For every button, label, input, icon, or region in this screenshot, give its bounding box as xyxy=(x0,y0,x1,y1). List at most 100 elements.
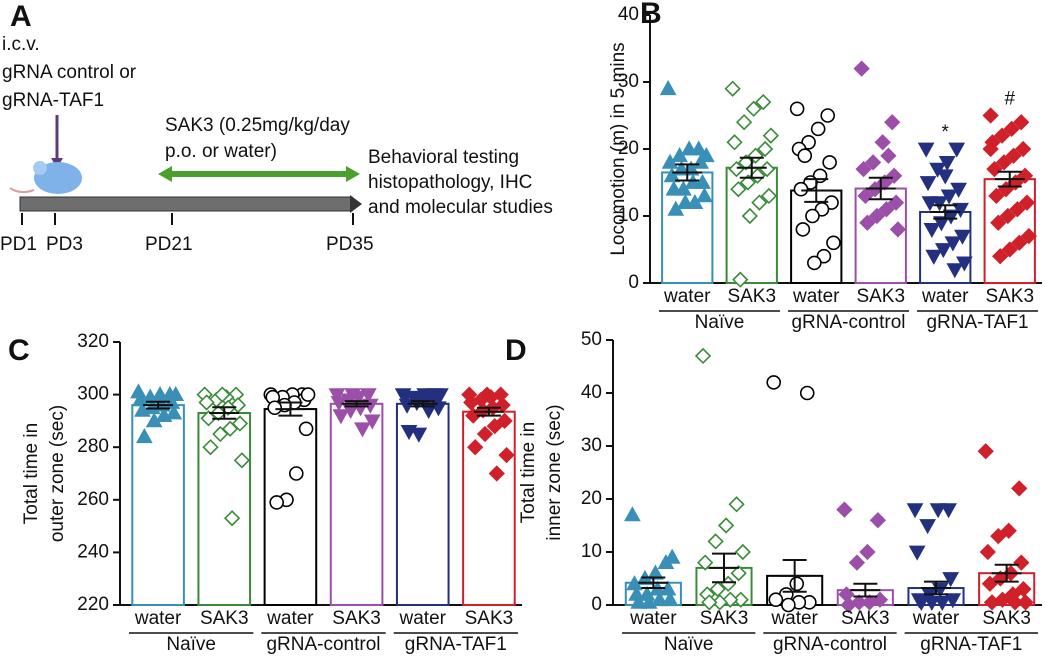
data-point xyxy=(917,142,935,158)
bar xyxy=(197,412,252,607)
group-label: gRNA-TAF1 xyxy=(405,634,507,655)
data-point xyxy=(198,394,215,411)
error-bar xyxy=(994,170,1025,188)
error-bar xyxy=(275,401,306,417)
data-point xyxy=(1009,201,1026,218)
error-bar xyxy=(865,176,896,201)
data-point xyxy=(676,193,694,209)
data-point xyxy=(789,576,805,592)
data-point xyxy=(1020,227,1038,245)
data-point xyxy=(680,140,698,156)
data-point xyxy=(933,595,951,611)
y-tick-label: 40 xyxy=(581,382,602,403)
data-point xyxy=(624,506,641,522)
data-point xyxy=(766,375,782,390)
data-point xyxy=(145,412,163,428)
group-label: gRNA-control xyxy=(791,312,905,333)
day-label: PD1 xyxy=(0,234,37,255)
data-point xyxy=(476,425,494,443)
y-tick-label: 0 xyxy=(628,272,639,293)
x-tick-label: water xyxy=(921,286,969,307)
data-point xyxy=(880,147,897,164)
data-point xyxy=(734,543,751,561)
data-point xyxy=(868,207,886,225)
mouse-ear xyxy=(33,161,47,175)
data-point xyxy=(663,548,681,564)
x-tick-label: water xyxy=(663,286,711,307)
injection-text: i.c.v. xyxy=(2,34,40,55)
data-point xyxy=(1018,194,1036,211)
mouse-tail xyxy=(9,187,35,194)
data-point xyxy=(697,554,714,571)
data-point xyxy=(732,271,749,288)
data-point xyxy=(707,533,724,550)
error-bar xyxy=(779,558,810,593)
data-point xyxy=(167,385,185,401)
data-point xyxy=(906,503,924,519)
group-label: Naïve xyxy=(664,634,714,655)
data-point xyxy=(467,439,484,456)
data-point xyxy=(478,386,496,403)
data-point xyxy=(663,167,681,183)
error-bar xyxy=(850,582,881,598)
data-point xyxy=(793,181,809,197)
data-point xyxy=(797,148,813,163)
data-point xyxy=(1003,120,1020,138)
data-point xyxy=(739,174,757,191)
data-point xyxy=(1001,241,1018,258)
data-point xyxy=(878,201,895,218)
data-point xyxy=(864,154,882,171)
data-point xyxy=(363,414,381,430)
data-point xyxy=(498,446,515,464)
x-tick-label: SAK3 xyxy=(982,608,1031,629)
day-label: PD21 xyxy=(145,234,193,255)
data-point xyxy=(929,503,947,519)
data-point xyxy=(999,207,1016,225)
data-point xyxy=(826,235,841,251)
data-point xyxy=(1014,140,1032,158)
data-point xyxy=(1017,594,1034,611)
error-bar xyxy=(709,552,739,584)
data-point xyxy=(726,134,743,151)
data-point xyxy=(289,466,304,481)
data-point xyxy=(760,187,778,205)
data-point xyxy=(155,406,173,423)
outcome-text: and molecular studies xyxy=(368,197,553,218)
x-tick-label: SAK3 xyxy=(332,608,381,629)
chart: D Total time in inner zone (sec) 0 10 20 30 40 5… xyxy=(505,329,1042,655)
data-point xyxy=(745,100,762,117)
data-point xyxy=(992,248,1009,265)
data-point xyxy=(755,93,772,111)
data-point xyxy=(982,107,999,124)
x-tick-label: water xyxy=(792,286,840,307)
injection-text: gRNA control or xyxy=(2,62,137,83)
data-point xyxy=(986,160,1003,178)
y-tick-label: 20 xyxy=(618,138,639,159)
data-point xyxy=(730,181,747,198)
chart: C Total time in outer zone (sec) 220 240 260 2… xyxy=(8,331,522,655)
x-tick-label: water xyxy=(912,608,960,629)
day-arrows xyxy=(21,213,354,225)
data-point xyxy=(912,595,930,611)
chart: B Locomotion (m) in 5 mins 0 10 20 30 40 water S… xyxy=(608,0,1042,333)
data-point xyxy=(822,155,837,170)
error-bar xyxy=(991,563,1022,583)
x-tick-label: water xyxy=(266,608,314,629)
data-point xyxy=(231,415,249,432)
y-axis-label: Locomotion (m) in 5 mins xyxy=(608,42,629,255)
panel-label: D xyxy=(505,334,527,367)
arrow-head xyxy=(350,195,362,213)
data-point xyxy=(1011,234,1028,251)
bar xyxy=(462,410,516,606)
data-point xyxy=(990,214,1007,231)
data-point xyxy=(711,594,728,611)
data-point xyxy=(328,388,346,404)
group-label: gRNA-control xyxy=(266,634,380,655)
data-point xyxy=(741,207,758,225)
data-point xyxy=(212,425,229,443)
x-tick-label: water xyxy=(134,608,182,629)
data-point xyxy=(214,386,231,403)
x-tick-label: water xyxy=(399,608,447,629)
group-label: gRNA-control xyxy=(773,634,887,655)
error-bar xyxy=(672,163,703,182)
